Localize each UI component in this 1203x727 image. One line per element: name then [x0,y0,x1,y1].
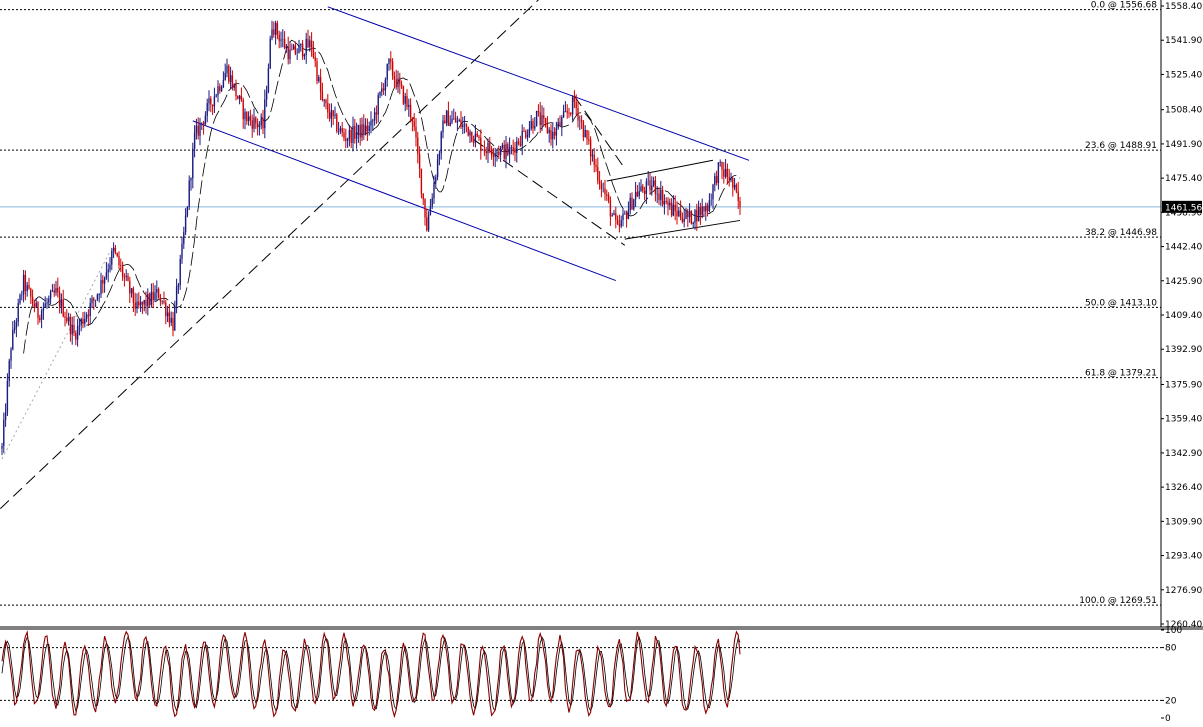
y-tick-label: 1342.90 [1165,449,1202,459]
y-tick-label: 1491.90 [1165,140,1202,150]
fibonacci-levels: 0.0 @ 1556.68 23.6 @ 1488.91 38.2 @ 1446.9… [0,1,1161,606]
y-tick-label: 1508.40 [1165,106,1202,116]
channel-lower-line [192,120,616,282]
fib-level-label: 23.6 @ 1488.91 [1085,141,1157,151]
y-tick-label: 1409.40 [1165,311,1202,321]
trend-lines [0,0,750,510]
flag-upper-line [606,159,714,182]
osc-tick-label: 80 [1165,644,1177,654]
y-tick-label: 1293.40 [1165,552,1202,562]
y-tick-label: 1309.90 [1165,517,1202,527]
oscillator-panel: 100 80 20 0 [0,626,1182,724]
oscillator-main-line [1,630,741,719]
y-tick-label: 1392.90 [1165,345,1202,355]
oscillator-signal-line [1,636,741,713]
fib-level-label: 100.0 @ 1269.51 [1079,596,1157,606]
rising-support-hint [1,251,111,460]
current-price-box [1162,200,1202,213]
y-tick-label: 1359.40 [1165,415,1202,425]
y-tick-label: 1442.40 [1165,243,1202,253]
current-price-label: 1461.56 [1165,203,1202,213]
channel-upper-line [327,6,750,161]
flag-lower-line [624,219,741,240]
fib-level-label: 50.0 @ 1413.10 [1085,298,1157,308]
fib-level-label: 61.8 @ 1379.21 [1085,369,1157,379]
moving-average-line [23,39,741,354]
osc-tick-label: 20 [1165,696,1177,706]
y-tick-label: 1541.90 [1165,36,1202,46]
y-tick-label: 1475.40 [1165,174,1202,184]
y-tick-label: 1425.90 [1165,277,1202,287]
fib-level-label: 38.2 @ 1446.98 [1085,228,1157,238]
y-tick-label: 1558.40 [1165,2,1202,12]
long-rising-trendline [0,0,539,510]
inner-falling-trendline-2 [573,95,626,169]
osc-tick-label: 0 [1165,714,1171,723]
y-tick-label: 1458.90 [1165,208,1202,218]
fib-level-label: 0.0 @ 1556.68 [1091,1,1158,11]
y-tick-label: 1276.90 [1165,586,1202,596]
y-tick-label: 1260.40 [1165,620,1202,630]
y-tick-label: 1375.90 [1165,380,1202,390]
y-tick-label: 1525.40 [1165,70,1202,80]
osc-tick-label: 100 [1165,626,1182,636]
price-axis: 1558.40 1541.90 1525.40 1508.40 1491.90 1475.… [0,0,1203,630]
inner-falling-trendline [473,139,626,246]
y-tick-label: 1326.40 [1165,483,1202,493]
candles [1,20,741,456]
